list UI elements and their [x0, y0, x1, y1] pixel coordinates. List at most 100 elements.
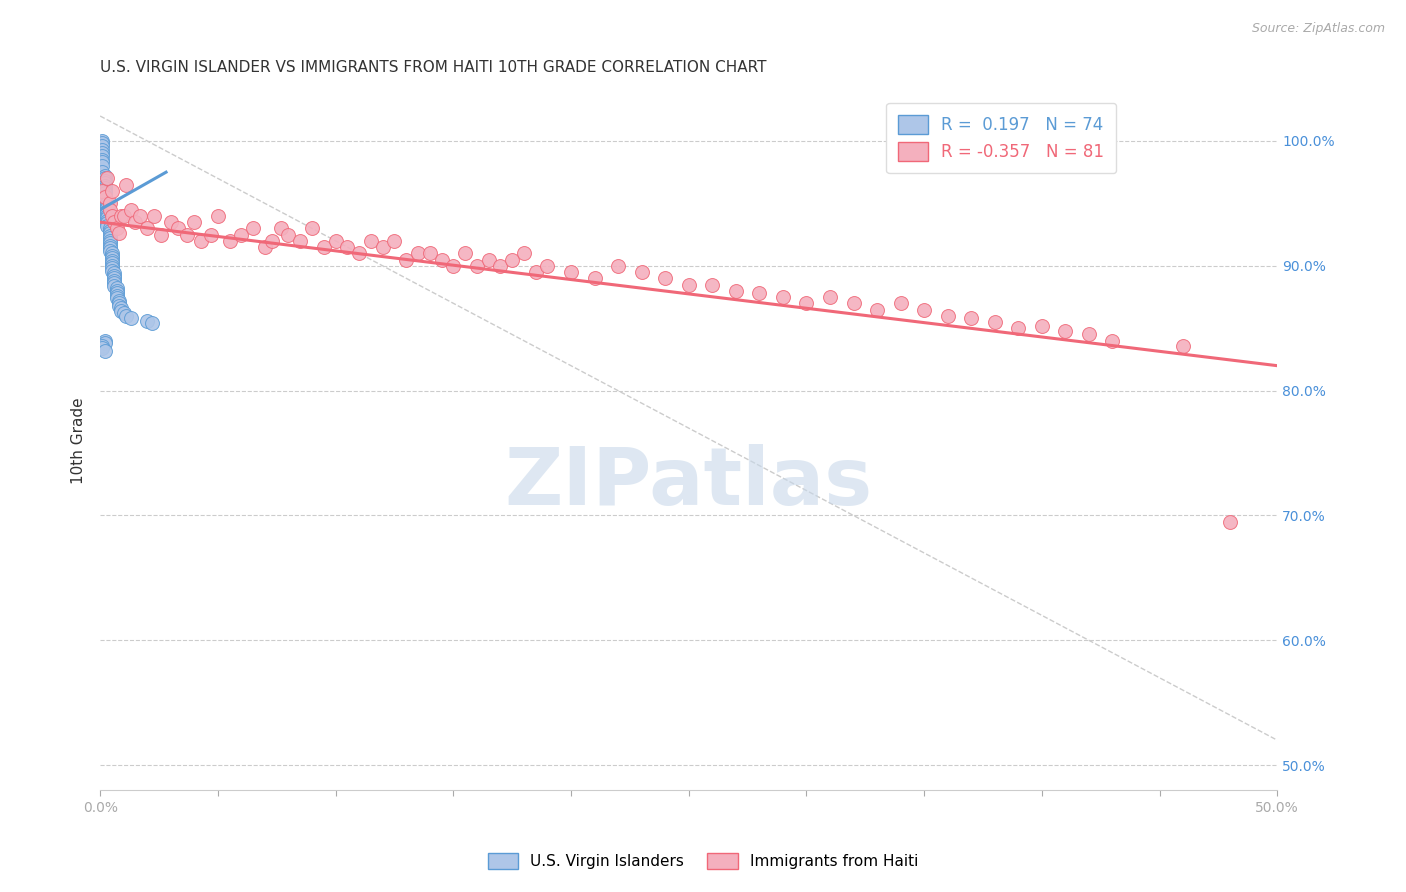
- Point: [96, 211, 118, 226]
- Point: [312, 240, 335, 254]
- Point: [630, 265, 652, 279]
- Point: [371, 240, 394, 254]
- Point: [818, 290, 841, 304]
- Legend: R =  0.197   N = 74, R = -0.357   N = 81: R = 0.197 N = 74, R = -0.357 N = 81: [886, 103, 1116, 173]
- Point: [524, 265, 547, 279]
- Point: [94, 336, 117, 351]
- Point: [796, 296, 818, 310]
- Point: [231, 227, 253, 242]
- Point: [91, 153, 114, 167]
- Text: ZIPatlas: ZIPatlas: [505, 443, 873, 522]
- Point: [108, 227, 131, 241]
- Point: [101, 252, 124, 266]
- Point: [1077, 327, 1099, 342]
- Point: [94, 189, 117, 203]
- Point: [110, 303, 132, 318]
- Point: [253, 240, 276, 254]
- Point: [98, 202, 121, 217]
- Point: [218, 234, 240, 248]
- Point: [478, 252, 501, 267]
- Point: [101, 264, 124, 278]
- Point: [702, 277, 724, 292]
- Point: [176, 227, 198, 242]
- Point: [94, 181, 117, 195]
- Point: [98, 228, 121, 243]
- Point: [105, 286, 128, 301]
- Point: [98, 234, 121, 248]
- Point: [277, 227, 299, 242]
- Point: [98, 227, 121, 241]
- Point: [96, 203, 118, 218]
- Point: [108, 299, 131, 313]
- Point: [105, 221, 128, 235]
- Y-axis label: 10th Grade: 10th Grade: [72, 397, 86, 483]
- Point: [489, 259, 512, 273]
- Point: [143, 209, 166, 223]
- Point: [124, 215, 146, 229]
- Point: [1219, 515, 1241, 529]
- Point: [166, 221, 188, 235]
- Point: [94, 169, 117, 183]
- Point: [159, 215, 181, 229]
- Point: [560, 265, 582, 279]
- Point: [94, 334, 117, 348]
- Point: [94, 178, 117, 193]
- Point: [912, 302, 935, 317]
- Point: [91, 136, 114, 151]
- Point: [91, 139, 114, 153]
- Point: [454, 246, 477, 260]
- Point: [91, 184, 114, 198]
- Point: [112, 209, 135, 223]
- Point: [1054, 324, 1077, 338]
- Point: [270, 221, 292, 235]
- Point: [115, 178, 138, 192]
- Point: [91, 143, 114, 157]
- Point: [1007, 321, 1029, 335]
- Point: [120, 202, 142, 217]
- Point: [98, 196, 121, 211]
- Point: [325, 234, 347, 248]
- Point: [301, 221, 323, 235]
- Point: [141, 316, 163, 330]
- Point: [98, 244, 121, 258]
- Point: [103, 266, 125, 280]
- Point: [96, 209, 118, 223]
- Point: [136, 221, 159, 235]
- Point: [91, 149, 114, 163]
- Point: [1101, 334, 1123, 348]
- Point: [94, 190, 117, 204]
- Point: [242, 221, 264, 235]
- Point: [96, 219, 118, 233]
- Legend: U.S. Virgin Islanders, Immigrants from Haiti: U.S. Virgin Islanders, Immigrants from H…: [481, 847, 925, 875]
- Point: [96, 214, 118, 228]
- Point: [101, 184, 124, 198]
- Point: [654, 271, 676, 285]
- Point: [94, 177, 117, 191]
- Point: [94, 186, 117, 201]
- Point: [103, 268, 125, 283]
- Point: [91, 159, 114, 173]
- Point: [748, 286, 770, 301]
- Point: [110, 209, 132, 223]
- Point: [103, 271, 125, 285]
- Point: [347, 246, 370, 260]
- Point: [103, 277, 125, 291]
- Point: [98, 221, 121, 235]
- Point: [336, 240, 359, 254]
- Point: [465, 259, 488, 273]
- Point: [115, 309, 138, 323]
- Point: [501, 252, 523, 267]
- Point: [150, 227, 173, 242]
- Point: [98, 241, 121, 255]
- Point: [842, 296, 865, 310]
- Point: [105, 284, 128, 298]
- Point: [96, 206, 118, 220]
- Point: [1031, 318, 1053, 333]
- Point: [96, 196, 118, 211]
- Point: [98, 231, 121, 245]
- Point: [112, 306, 135, 320]
- Point: [96, 199, 118, 213]
- Point: [101, 253, 124, 268]
- Point: [94, 193, 117, 207]
- Point: [94, 184, 117, 198]
